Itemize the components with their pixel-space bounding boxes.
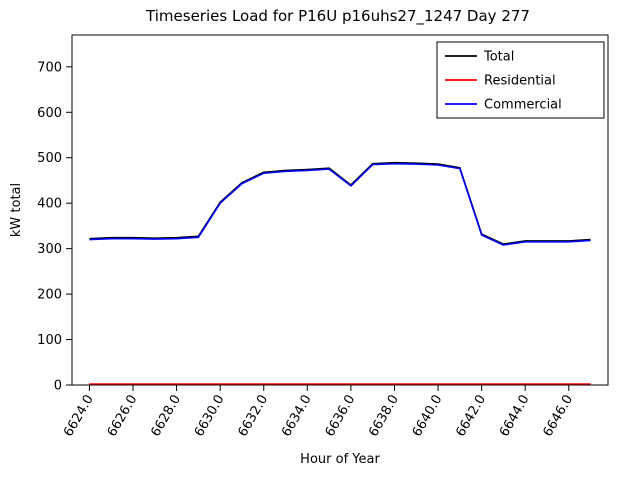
chart-title: Timeseries Load for P16U p16uhs27_1247 D… (145, 7, 530, 26)
x-tick-label: 6642.0 (453, 392, 489, 439)
x-tick-label: 6624.0 (61, 393, 97, 440)
series-line-total (89, 161, 591, 245)
legend: Total Residential Commercial (436, 41, 605, 119)
x-tick-label: 6626.0 (105, 393, 141, 440)
y-tick-label: 200 (37, 288, 62, 303)
series-line-commercial (89, 162, 591, 246)
y-tick-label: 300 (37, 242, 62, 257)
legend-label-total: Total (483, 50, 514, 65)
x-tick-label: 6628.0 (148, 393, 184, 440)
y-tick-label: 400 (37, 197, 62, 212)
x-tick-label: 6634.0 (279, 393, 315, 440)
x-tick-label: 6638.0 (366, 393, 402, 440)
y-tick-label: 700 (37, 60, 62, 75)
x-tick-label: 6630.0 (192, 393, 228, 440)
y-tick-label: 500 (37, 151, 62, 166)
y-tick-label: 600 (37, 106, 62, 121)
y-axis-label: kW total (9, 183, 24, 237)
y-tick-label: 100 (37, 333, 62, 348)
x-axis-label: Hour of Year (300, 452, 380, 467)
legend-label-residential: Residential (484, 74, 556, 89)
y-tick-label: 0 (54, 379, 62, 394)
axes-frame (71, 34, 609, 386)
legend-label-commercial: Commercial (484, 98, 562, 113)
x-tick-label: 6632.0 (235, 393, 271, 440)
x-tick-label: 6636.0 (323, 393, 359, 440)
x-tick-label: 6640.0 (410, 393, 446, 440)
series-lines (89, 161, 591, 385)
x-tick-label: 6644.0 (497, 393, 533, 440)
x-tick-label: 6646.0 (541, 393, 577, 440)
